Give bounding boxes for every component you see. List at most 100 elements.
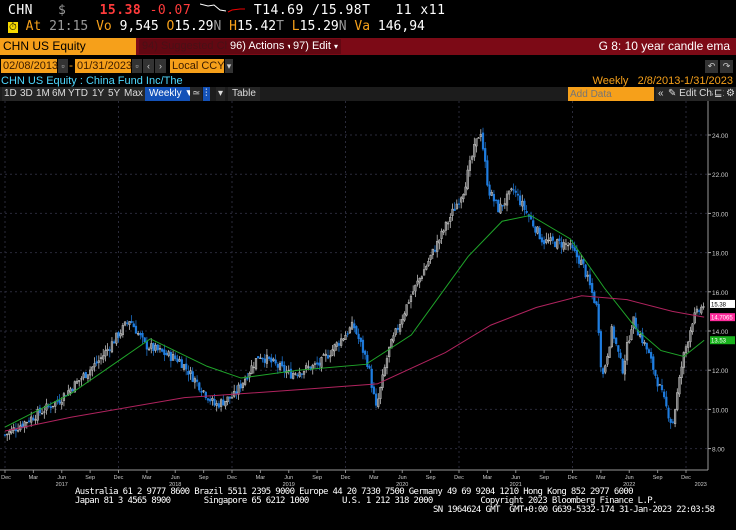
y-tick-label: 16.00 (712, 290, 729, 297)
candle (316, 362, 319, 365)
candle (665, 396, 668, 407)
candle (213, 399, 216, 406)
candle (318, 362, 321, 366)
edit-menu[interactable]: 97) Edit ▾ (290, 39, 341, 54)
candle (198, 382, 201, 391)
candle (521, 200, 524, 207)
candle (649, 352, 653, 359)
candle (477, 137, 480, 139)
add-data-input[interactable] (568, 87, 654, 101)
redo-button[interactable]: ↷ (720, 60, 733, 73)
candle (687, 341, 690, 348)
bid-ask-size: 11 x11 (395, 3, 446, 18)
candle (254, 358, 258, 370)
period-button-5y[interactable]: 5Y (106, 87, 123, 101)
undo-button[interactable]: ↶ (705, 60, 718, 73)
candle (324, 353, 327, 356)
actions-menu[interactable]: 96) Actions ▾ (227, 39, 295, 54)
candle (185, 363, 188, 370)
value-label: Va (354, 19, 371, 34)
candle (195, 379, 199, 382)
x-month-label: Mar (256, 475, 266, 481)
x-month-label: Sep (199, 475, 209, 481)
candle (117, 332, 120, 338)
candle (682, 352, 685, 368)
candle (412, 291, 415, 295)
footer-session: SN 1964624 GMT GMT+0:00 G639-5332-174 31… (433, 505, 715, 515)
candle (259, 357, 262, 359)
x-month-label: Dec (114, 475, 124, 481)
candle (689, 330, 692, 343)
period-button-ytd[interactable]: YTD (66, 87, 90, 101)
frequency-label: Weekly (592, 75, 629, 87)
currency-select[interactable]: Local CCY (170, 59, 225, 73)
start-date-input[interactable]: 02/08/2013 (1, 59, 59, 73)
period-button-3d[interactable]: 3D (18, 87, 35, 101)
candle (154, 344, 157, 351)
candle (289, 368, 293, 379)
candle (652, 356, 655, 370)
candle (364, 350, 367, 355)
quote-line-2: ⏱ At 21:15 Vo 9,545 O15.29N H15.42T L15.… (8, 19, 425, 36)
frequency-select[interactable]: Weekly ▼ (145, 87, 199, 101)
candle (532, 220, 535, 227)
x-month-label: Dec (568, 475, 578, 481)
candle (508, 190, 511, 195)
candle (252, 366, 255, 369)
gear-icon[interactable]: ⚙ (725, 87, 736, 101)
prev-period-button[interactable]: ‹ (143, 59, 154, 73)
candle (126, 322, 129, 324)
end-date-input[interactable]: 01/31/2023 (75, 59, 133, 73)
candle (401, 318, 404, 325)
chevron-down-icon[interactable]: ▾ (216, 87, 226, 101)
n-flag-2: N (338, 19, 347, 34)
candle (628, 340, 631, 343)
last-price-badge (710, 299, 735, 308)
candle (123, 321, 127, 326)
candle (466, 169, 469, 189)
calendar-icon[interactable]: ▫ (132, 59, 142, 73)
candle (451, 208, 454, 216)
candle (187, 370, 190, 375)
period-button-1y[interactable]: 1Y (90, 87, 107, 101)
x-year-label: 2020 (396, 482, 408, 487)
price-chart[interactable]: 8.00 10.00 12.00 14.00 16.00 18.00 20.00 22.00 2… (0, 101, 736, 487)
candle (178, 359, 181, 362)
suggested-charts-button[interactable]: 94) Suggested Charts (139, 39, 253, 54)
chevron-down-icon[interactable]: ▾ (225, 59, 233, 73)
chart-type-icon[interactable]: ≃ (190, 87, 203, 101)
collapse-icon[interactable]: « (656, 87, 666, 101)
period-button-max[interactable]: Max (122, 87, 145, 101)
table-button[interactable]: Table (228, 87, 260, 101)
security-input[interactable]: CHN US Equity (0, 38, 136, 55)
candle (108, 349, 111, 351)
candle (128, 321, 131, 325)
candle (479, 134, 482, 137)
period-button-6m[interactable]: 6M (50, 87, 68, 101)
candle (217, 403, 221, 408)
candle (34, 419, 37, 421)
candle (309, 366, 312, 370)
candle (350, 321, 354, 330)
candle (615, 337, 618, 345)
edit-chart-button[interactable]: ✎ Edit Chart (666, 87, 726, 101)
candle (370, 368, 373, 388)
edit-chart-label: Edit Chart (679, 88, 724, 99)
candle (481, 132, 485, 150)
candle (514, 190, 517, 193)
next-period-button[interactable]: › (155, 59, 166, 73)
candle (95, 361, 98, 364)
legend-icon[interactable]: ⊑ (713, 87, 724, 101)
calendar-icon[interactable]: ▫ (58, 59, 68, 73)
candle (110, 341, 114, 353)
alert-icon[interactable]: ⏱ (8, 22, 18, 33)
period-button-1d[interactable]: 1D (2, 87, 19, 101)
candle (418, 278, 421, 283)
sparkline-icon (199, 3, 245, 13)
candle-type-icon[interactable]: ⫶ (203, 87, 210, 101)
period-button-1m[interactable]: 1M (34, 87, 52, 101)
candle (49, 406, 52, 409)
candle (374, 393, 378, 406)
candle (274, 359, 277, 364)
candle (30, 416, 33, 423)
